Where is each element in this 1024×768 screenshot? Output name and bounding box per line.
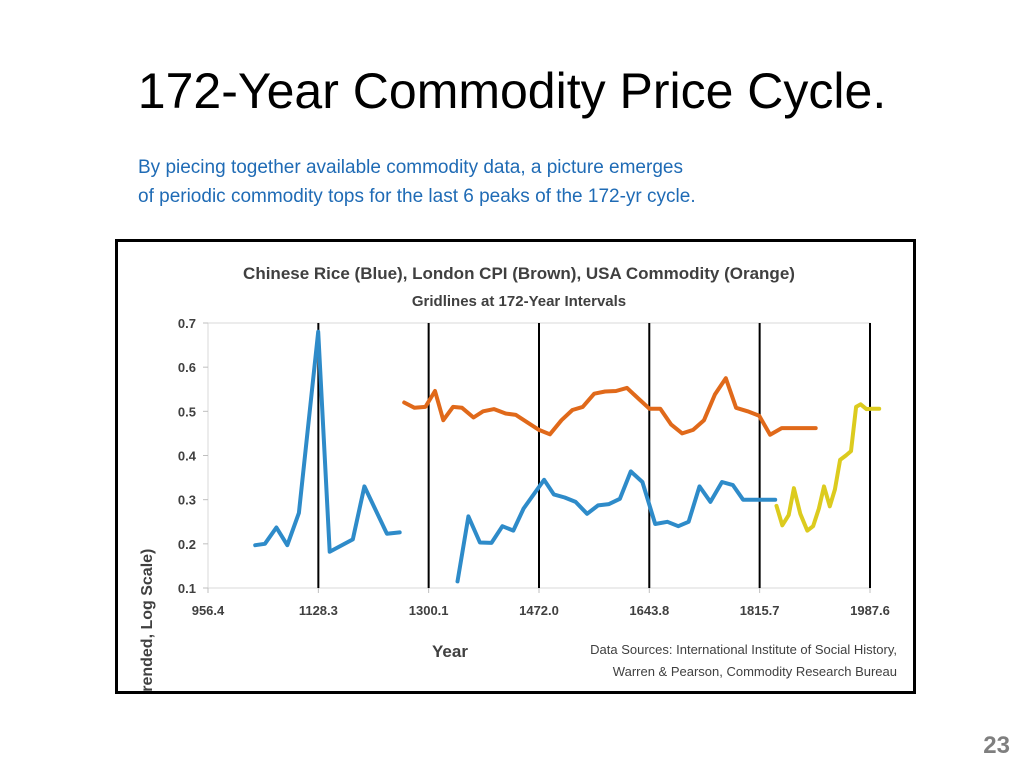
chart-subtitle: Gridlines at 172-Year Intervals bbox=[412, 293, 626, 310]
y-axis-label: Prices (Detrended, Log Scale) bbox=[139, 549, 156, 691]
y-tick-label-3: 0.4 bbox=[178, 449, 197, 464]
slide-subtitle: By piecing together available commodity … bbox=[138, 153, 918, 211]
source-note-line-1: Data Sources: International Institute of… bbox=[590, 642, 897, 657]
y-tick-label-2: 0.3 bbox=[178, 493, 196, 508]
x-tick-label-0: 956.4 bbox=[192, 603, 225, 618]
x-tick-label-4: 1643.8 bbox=[629, 603, 669, 618]
gridlines bbox=[207, 322, 871, 589]
source-note-line-2: Warren & Pearson, Commodity Research Bur… bbox=[613, 664, 897, 679]
y-tick-label-6: 0.7 bbox=[178, 316, 196, 331]
x-axis-label: Year bbox=[432, 642, 468, 661]
subtitle-line-1: By piecing together available commodity … bbox=[138, 157, 683, 178]
x-tick-label-1: 1128.3 bbox=[299, 603, 338, 618]
series-line-1 bbox=[455, 469, 778, 584]
series-line-3 bbox=[774, 402, 882, 533]
subtitle-line-2: of periodic commodity tops for the last … bbox=[138, 186, 696, 207]
slide-title: 172-Year Commodity Price Cycle. bbox=[137, 63, 887, 119]
y-tick-label-0: 0.1 bbox=[178, 581, 196, 596]
series-layer bbox=[253, 329, 882, 584]
y-tick-label-4: 0.5 bbox=[178, 404, 196, 419]
x-tick-label-3: 1472.0 bbox=[519, 603, 559, 618]
chart-svg: Chinese Rice (Blue), London CPI (Brown),… bbox=[139, 264, 897, 691]
x-tick-label-5: 1815.7 bbox=[740, 603, 780, 618]
x-tick-label-2: 1300.1 bbox=[409, 603, 449, 618]
chart-title: Chinese Rice (Blue), London CPI (Brown),… bbox=[243, 264, 795, 283]
x-tick-label-6: 1987.6 bbox=[850, 603, 890, 618]
axes: 0.1 0.2 0.3 0.4 0.5 0.6 0.7 956.4 1128.3 1300.1 14… bbox=[178, 316, 890, 618]
series-line-2 bbox=[402, 376, 818, 437]
chart-frame: Chinese Rice (Blue), London CPI (Brown),… bbox=[115, 239, 916, 694]
y-tick-label-1: 0.2 bbox=[178, 537, 196, 552]
series-line-0 bbox=[253, 329, 402, 554]
page-number: 23 bbox=[983, 732, 1010, 759]
y-tick-label-5: 0.6 bbox=[178, 360, 196, 375]
